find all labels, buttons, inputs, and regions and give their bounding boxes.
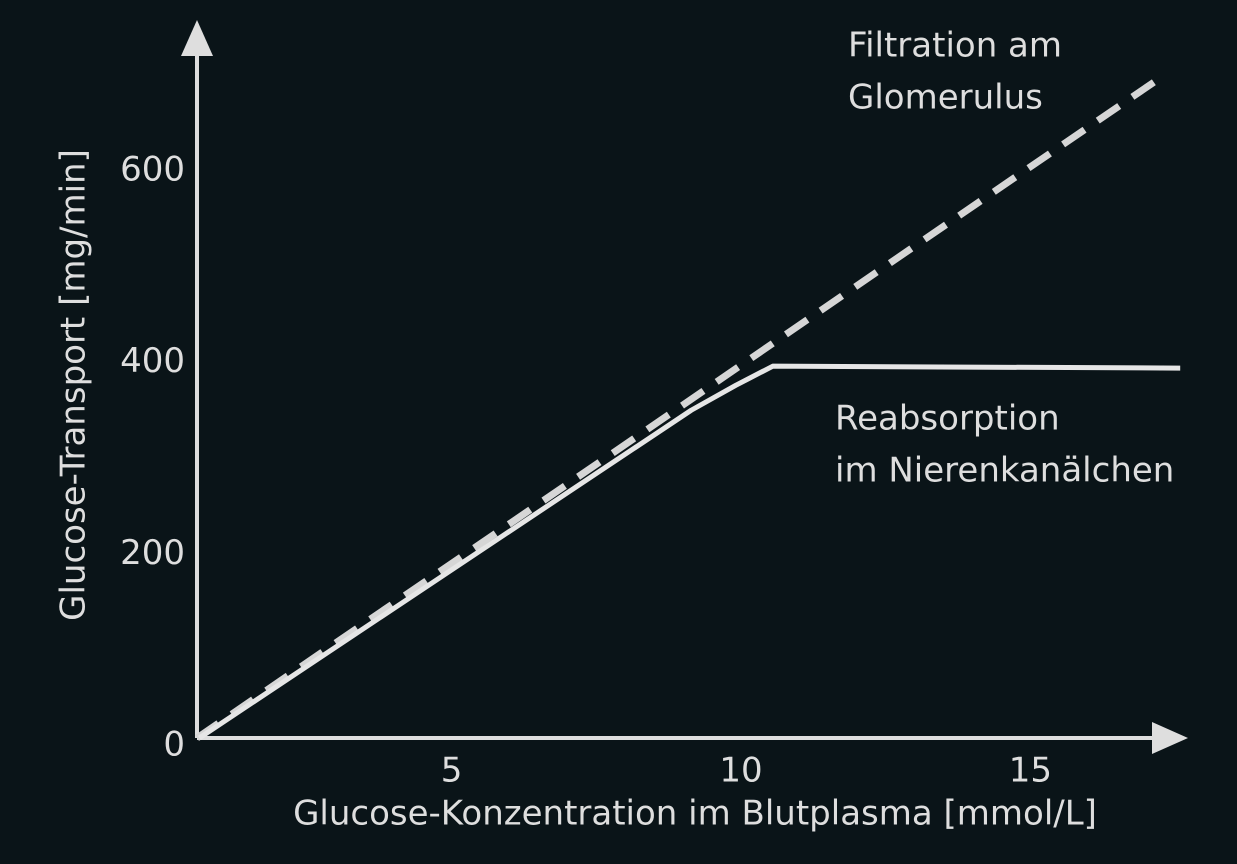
x-tick-label: 10 xyxy=(719,751,762,791)
annotation: Glomerulus xyxy=(848,78,1043,118)
annotation: im Nierenkanälchen xyxy=(835,451,1174,491)
y-tick-label: 600 xyxy=(120,150,185,190)
x-tick-label: 15 xyxy=(1009,751,1052,791)
series-line xyxy=(195,76,1160,741)
y-tick-label: 200 xyxy=(120,533,185,573)
annotation: Filtration am xyxy=(848,26,1062,66)
y-tick-label: 0 xyxy=(163,725,185,765)
annotation: Reabsorption xyxy=(835,399,1060,439)
x-tick-label: 5 xyxy=(441,751,463,791)
y-axis-label: Glucose-Transport [mg/min] xyxy=(54,149,94,621)
y-tick-label: 400 xyxy=(120,341,185,381)
series-line xyxy=(197,363,1181,741)
x-axis-label: Glucose-Konzentration im Blutplasma [mmo… xyxy=(293,794,1097,834)
